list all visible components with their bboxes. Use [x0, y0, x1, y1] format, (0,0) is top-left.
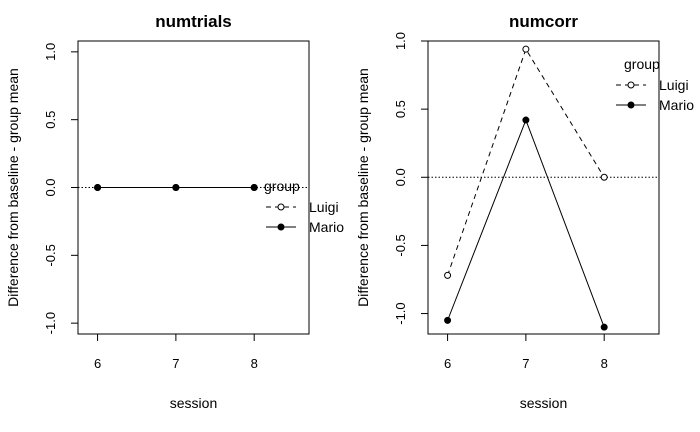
panel-2-title: numcorr — [509, 12, 578, 31]
panel-2-plot-frame — [427, 40, 660, 335]
panel-2-series-luigi-point — [444, 271, 452, 279]
panel-2-legend-entry-luigi: Luigi — [659, 77, 689, 93]
panel-1-y-tick-label: 0.5 — [43, 111, 58, 129]
panel-1-series-mario-point — [172, 184, 180, 191]
panel-1-x-tick-label: 7 — [172, 356, 179, 371]
panel-2-series-luigi-point — [600, 173, 608, 181]
panel-1-x-tick-label: 6 — [94, 356, 101, 371]
panel-2-y-tick-label: -0.5 — [393, 234, 408, 256]
panel-2-series-mario-line — [447, 118, 605, 328]
panel-2-series-luigi-line — [447, 48, 605, 276]
panel-1-y-tick-label: -1.0 — [43, 312, 58, 334]
panel-1-y-axis-label: Difference from baseline - group mean — [5, 68, 21, 307]
panel-1-legend-marker-mario — [277, 223, 285, 231]
panel-2-series-mario-point — [522, 116, 530, 124]
panel-2-legend-marker-luigi — [627, 81, 635, 89]
panel-1-y-tick-label: 1.0 — [43, 43, 58, 61]
panel-2-x-tick-label: 6 — [444, 356, 451, 371]
panel-2-x-tick-label: 8 — [601, 356, 608, 371]
panel-2-y-tick-label: 0.5 — [393, 100, 408, 118]
panel-1-x-tick-label: 8 — [251, 356, 258, 371]
panel-1-title: numtrials — [155, 12, 232, 31]
panel-1-legend-marker-luigi — [277, 203, 285, 211]
panel-2-y-axis-label: Difference from baseline - group mean — [355, 68, 371, 307]
panel-2-legend-marker-mario — [627, 101, 635, 109]
panel-2-series-mario-point — [600, 323, 608, 331]
panel-2-x-axis-label: session — [520, 395, 567, 411]
panel-1-y-tick-label: 0.0 — [43, 178, 58, 196]
panel-2-series-luigi-point — [522, 45, 530, 53]
panel-1-y-tick-label: -0.5 — [43, 244, 58, 266]
panel-2-y-tick-label: 0.0 — [393, 168, 408, 186]
panel-2-legend-title: group — [624, 56, 660, 72]
panel-1-x-axis-label: session — [170, 395, 217, 411]
panel-2-series-mario-point — [444, 316, 452, 324]
panel-2-y-tick-label: -1.0 — [393, 302, 408, 324]
panel-1-legend-entry-mario: Mario — [309, 219, 344, 235]
panel-1-series-mario-point — [250, 184, 258, 191]
panel-1-series-mario-point — [94, 184, 102, 191]
panel-2-x-tick-label: 7 — [522, 356, 529, 371]
panel-1-legend-title: group — [264, 178, 300, 194]
panel-1-legend-entry-luigi: Luigi — [309, 199, 339, 215]
panel-2-y-tick-label: 1.0 — [393, 32, 408, 50]
panel-2-legend-entry-mario: Mario — [659, 97, 694, 113]
